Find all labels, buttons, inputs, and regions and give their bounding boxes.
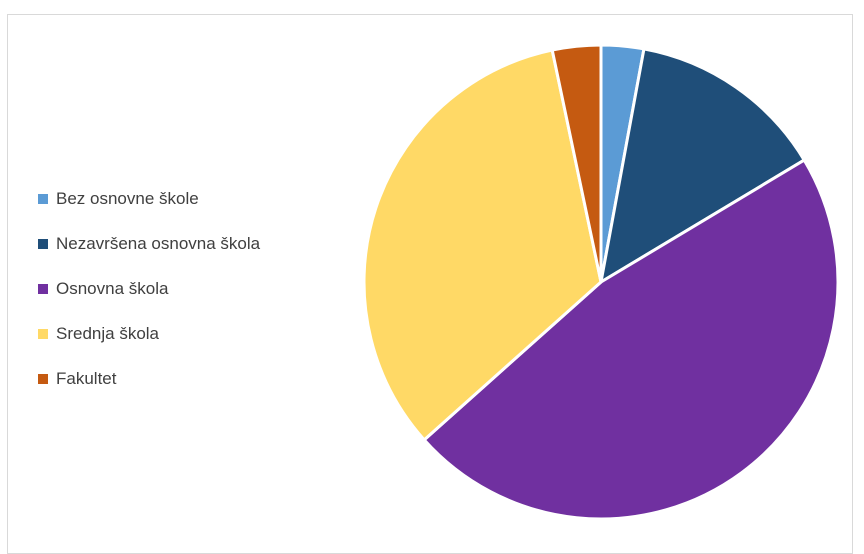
legend-label: Bez osnovne škole: [56, 188, 199, 208]
pie-slice-4: [550, 43, 603, 284]
legend-item-srednja-skola: Srednja škola: [38, 311, 260, 356]
legend: Bez osnovne škole Nezavršena osnovna ško…: [38, 176, 260, 401]
legend-swatch: [38, 373, 48, 384]
legend-label: Nezavršena osnovna škola: [56, 233, 261, 253]
legend-item-nezavrsena-osnovna-skola: Nezavršena osnovna škola: [38, 221, 260, 266]
pie-slice-3: [362, 48, 603, 442]
legend-label: Srednja škola: [56, 323, 160, 343]
pie-slice-1: [599, 47, 806, 284]
legend-swatch: [38, 238, 48, 249]
legend-label: Fakultet: [56, 368, 117, 388]
pie-slice-2: [422, 158, 840, 521]
legend-item-osnovna-skola: Osnovna škola: [38, 266, 260, 311]
legend-item-fakultet: Fakultet: [38, 356, 260, 401]
legend-swatch: [38, 328, 48, 339]
legend-swatch: [38, 193, 48, 204]
legend-label: Osnovna škola: [56, 278, 169, 298]
legend-item-bez-osnovne-skole: Bez osnovne škole: [38, 176, 260, 221]
pie-chart: [362, 43, 840, 521]
legend-swatch: [38, 283, 48, 294]
